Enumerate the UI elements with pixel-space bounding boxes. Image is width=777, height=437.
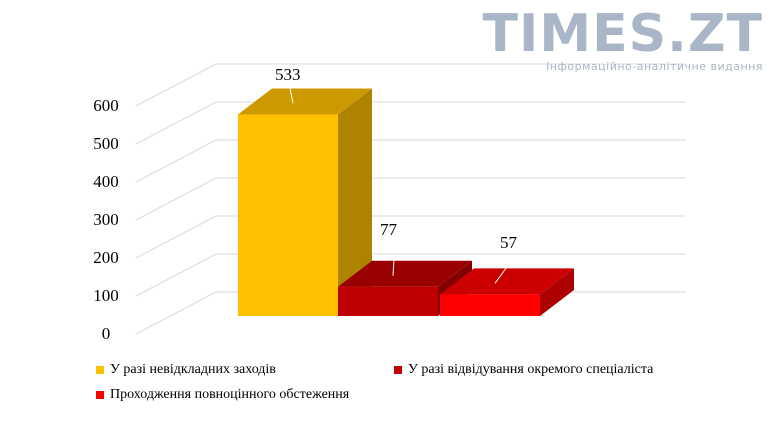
gridline-side-5 xyxy=(135,101,217,145)
y-tick-label-4: 400 xyxy=(93,172,119,191)
data-label-leader-2 xyxy=(392,242,396,276)
bar-side-1 xyxy=(338,88,372,317)
data-label-leader-3 xyxy=(494,255,516,284)
y-tick-label-3: 300 xyxy=(93,210,119,229)
bar-top-3 xyxy=(440,268,574,295)
bar-3 xyxy=(440,294,540,316)
data-label-3: 57 xyxy=(500,233,518,252)
y-tick-label-2: 200 xyxy=(93,248,119,267)
bar-top-2 xyxy=(338,260,472,287)
legend-label-2: У разі відвідування окремого спеціаліста xyxy=(408,362,654,377)
data-label-1: 533 xyxy=(275,65,301,84)
bars xyxy=(238,88,574,317)
gridline-side-6 xyxy=(135,63,217,107)
gridline-side-0 xyxy=(135,291,217,335)
y-tick-label-5: 500 xyxy=(93,134,119,153)
watermark-logo: TIMES.ZT Інформаційно-аналітичне видання xyxy=(483,6,763,73)
data-labels: 533 77 57 xyxy=(275,65,518,284)
gridline-side-4 xyxy=(135,139,217,183)
bar-2 xyxy=(338,286,438,316)
legend-label-3: Проходження повноцінного обстеження xyxy=(110,387,350,402)
legend-swatch-3 xyxy=(96,391,104,399)
y-tick-label-6: 600 xyxy=(93,96,119,115)
y-tick-label-1: 100 xyxy=(93,286,119,305)
legend-swatch-1 xyxy=(96,366,104,374)
gridline-side-3 xyxy=(135,177,217,221)
bar-1 xyxy=(238,114,338,317)
legend-item-2: У разі відвідування окремого спеціаліста xyxy=(394,362,653,378)
legend-item-1: У разі невідкладних заходів xyxy=(96,362,276,378)
bar-top-1 xyxy=(238,88,372,115)
gridline-side-2 xyxy=(135,215,217,259)
y-axis-ticks: 0 100 200 300 400 500 600 xyxy=(93,96,119,343)
legend-swatch-2 xyxy=(394,366,402,374)
y-tick-label-0: 0 xyxy=(102,324,111,343)
data-label-leader-1 xyxy=(289,87,294,104)
bar-side-3 xyxy=(540,268,574,316)
legend-label-1: У разі невідкладних заходів xyxy=(110,362,276,377)
legend-item-3: Проходження повноцінного обстеження xyxy=(96,387,349,403)
watermark-subtitle: Інформаційно-аналітичне видання xyxy=(546,60,763,73)
gridline-side-1 xyxy=(135,253,217,297)
data-label-2: 77 xyxy=(380,220,398,239)
watermark-title: TIMES.ZT xyxy=(482,4,763,64)
